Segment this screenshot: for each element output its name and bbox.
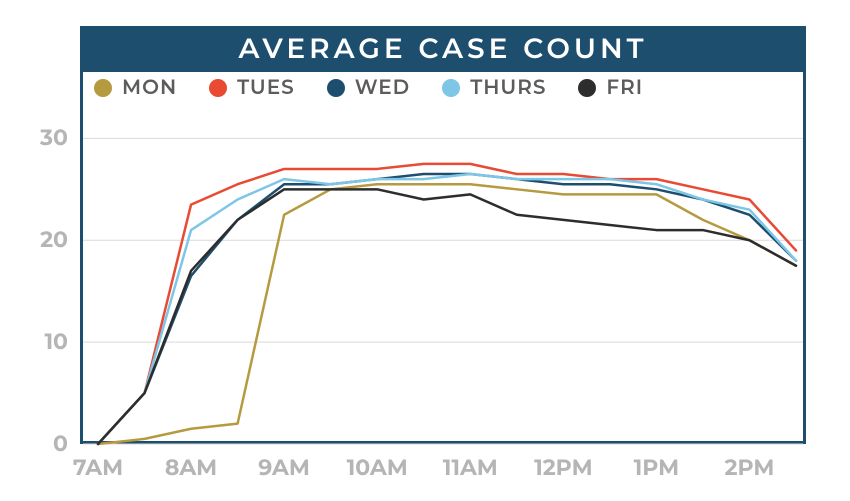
chart-plot bbox=[0, 0, 850, 501]
series-fri bbox=[98, 189, 796, 444]
ytick-10: 10 bbox=[0, 328, 68, 355]
xtick-7am: 7AM bbox=[53, 454, 143, 481]
ytick-30: 30 bbox=[0, 124, 68, 151]
xtick-11am: 11AM bbox=[425, 454, 515, 481]
xtick-1pm: 1PM bbox=[611, 454, 701, 481]
xtick-9am: 9AM bbox=[239, 454, 329, 481]
ytick-0: 0 bbox=[0, 430, 68, 457]
series-tues bbox=[98, 164, 796, 444]
ytick-20: 20 bbox=[0, 226, 68, 253]
xtick-12pm: 12PM bbox=[518, 454, 608, 481]
xtick-8am: 8AM bbox=[146, 454, 236, 481]
xtick-10am: 10AM bbox=[332, 454, 422, 481]
xtick-2pm: 2PM bbox=[704, 454, 794, 481]
